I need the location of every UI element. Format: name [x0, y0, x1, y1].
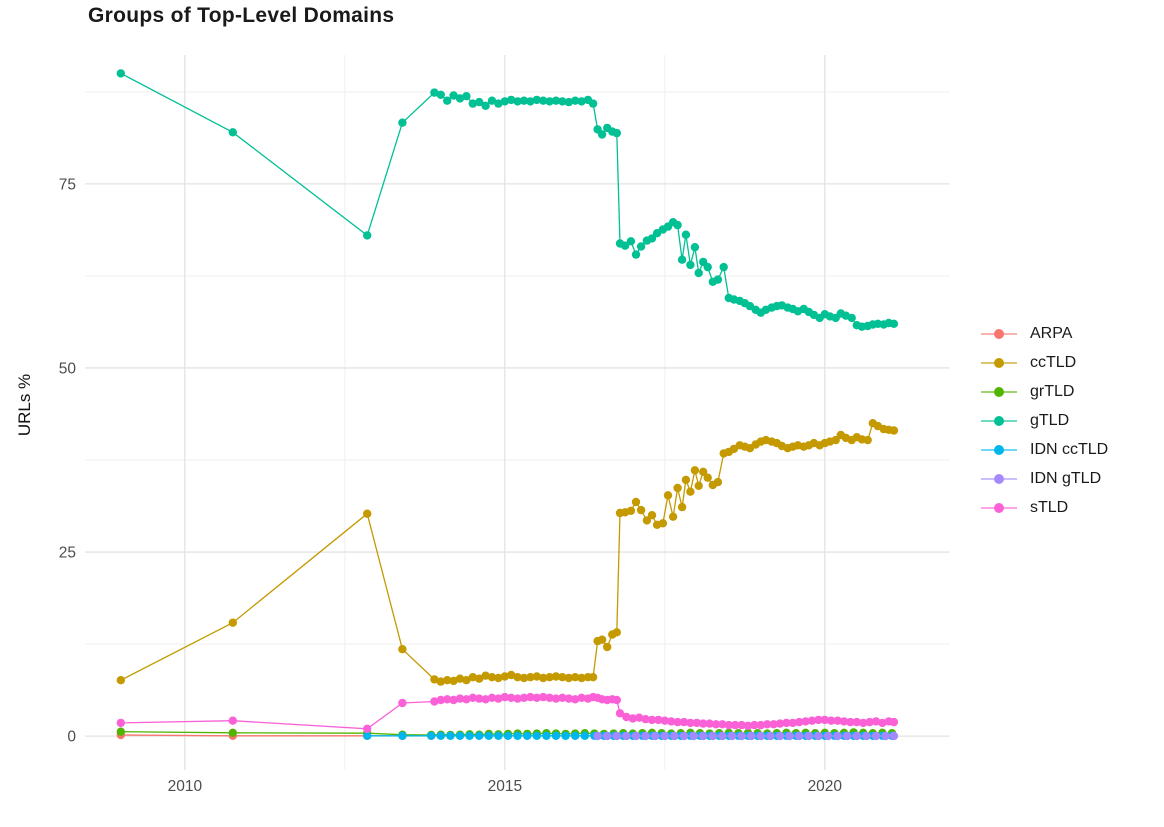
legend-item-arpa: ARPA — [980, 319, 1108, 348]
plot-canvas: 0 25 50 75 2010 2015 2020 — [59, 55, 950, 795]
legend-label: sTLD — [1030, 498, 1069, 516]
x-tick-label: 2020 — [808, 778, 843, 795]
legend: ARPA ccTLD grTLD gTLD IDN ccTLD IDN gTLD sTLD — [980, 319, 1108, 522]
legend-key-icon — [981, 328, 1017, 339]
legend-label: grTLD — [1030, 382, 1075, 400]
legend-item-stld: sTLD — [980, 493, 1108, 522]
chart-title: Groups of Top-Level Domains — [88, 4, 395, 27]
series-sTLD — [116, 692, 899, 733]
legend-label: IDN gTLD — [1030, 469, 1102, 487]
legend-label: gTLD — [1030, 411, 1070, 429]
series-ccTLD — [116, 419, 899, 686]
legend-label: ARPA — [1030, 324, 1073, 342]
legend-key-icon — [981, 473, 1017, 484]
y-tick-label: 75 — [59, 176, 76, 193]
gridlines — [85, 55, 950, 770]
x-tick-label: 2010 — [168, 778, 203, 795]
x-tick-label: 2015 — [488, 778, 522, 795]
legend-key-icon — [981, 415, 1017, 426]
legend-label: ccTLD — [1030, 353, 1077, 371]
legend-item-cctld: ccTLD — [980, 348, 1108, 377]
legend-label: IDN ccTLD — [1030, 440, 1109, 458]
y-tick-label: 50 — [59, 360, 77, 377]
legend-item-idn-gtld: IDN gTLD — [980, 464, 1108, 493]
y-tick-label: 25 — [59, 545, 76, 562]
y-tick-label: 0 — [67, 729, 76, 746]
legend-item-grtld: grTLD — [980, 377, 1108, 406]
series-IDN-gTLD — [593, 731, 899, 741]
legend-item-idn-cctld: IDN ccTLD — [980, 435, 1108, 464]
legend-key-icon — [981, 502, 1017, 513]
series-gTLD — [116, 69, 899, 331]
legend-item-gtld: gTLD — [980, 406, 1108, 435]
axis-tick-labels: 0 25 50 75 2010 2015 2020 — [59, 176, 843, 795]
legend-key-icon — [981, 386, 1017, 397]
legend-key-icon — [981, 444, 1017, 455]
legend-key-icon — [981, 357, 1017, 368]
